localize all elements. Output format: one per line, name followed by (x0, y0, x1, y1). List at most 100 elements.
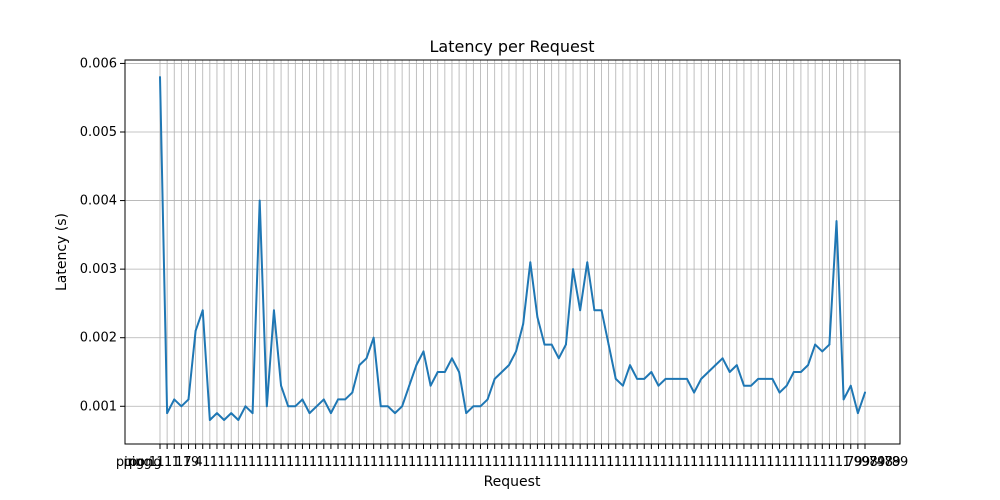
x-tick-label: 1 (599, 455, 607, 470)
x-tick-label: 1 (255, 455, 263, 470)
x-tick-label: 1 (499, 455, 507, 470)
latency-point (493, 377, 496, 380)
x-tick-label: 1 (751, 455, 759, 470)
latency-point (636, 377, 639, 380)
latency-point (522, 323, 525, 325)
latency-point (664, 377, 667, 380)
x-tick-label: 48 (876, 455, 893, 470)
latency-point (379, 405, 382, 408)
x-tick-label: 1 (202, 455, 210, 470)
y-axis-label: Latency (s) (54, 213, 70, 291)
latency-point (671, 377, 674, 380)
x-tick-label: ping (116, 455, 144, 470)
x-tick-label: 1 (469, 455, 477, 470)
x-tick-label: 1 (164, 455, 172, 470)
latency-point (159, 76, 161, 79)
latency-point (856, 412, 859, 415)
x-tick-label: 4 (194, 455, 202, 470)
x-tick-label: 1 (210, 455, 218, 470)
x-tick-label: 1 (606, 455, 614, 470)
latency-point (657, 384, 660, 387)
x-tick-label: 1 (545, 455, 553, 470)
latency-point (607, 343, 610, 346)
latency-point (180, 405, 183, 408)
latency-point (593, 309, 596, 312)
latency-point (394, 412, 396, 415)
x-tick-label: 1 (797, 455, 805, 470)
x-tick-label: 1 (492, 455, 500, 470)
x-tick-label: 1 (431, 455, 439, 470)
x-tick-label: 1 (728, 455, 736, 470)
x-tick-label: 1 (553, 455, 561, 470)
latency-point (800, 371, 802, 373)
y-tick-label: 0.001 (80, 399, 117, 414)
x-tick-label: 1 (316, 455, 324, 470)
x-tick-label: 1 (446, 455, 454, 470)
latency-point (443, 371, 446, 373)
x-tick-label: 1 (332, 455, 340, 470)
x-tick-label: 1 (309, 455, 317, 470)
latency-point (486, 398, 489, 401)
latency-point (223, 419, 225, 421)
x-tick-label: 1 (370, 455, 378, 470)
x-tick-label: 1 (675, 455, 683, 470)
x-tick-label: 1 (400, 455, 408, 470)
x-tick-label: 1 (736, 455, 744, 470)
latency-point (643, 377, 646, 380)
x-tick-label: 1 (156, 455, 164, 470)
latency-point (479, 405, 482, 408)
latency-point (821, 350, 824, 353)
x-tick-label: 1 (538, 455, 546, 470)
latency-point (757, 377, 760, 380)
x-tick-label: 17 (175, 455, 192, 470)
x-tick-label: 1 (301, 455, 309, 470)
plot-frame (124, 59, 901, 445)
latency-point (750, 384, 752, 387)
x-tick-label: 1 (408, 455, 416, 470)
latency-point (600, 309, 603, 312)
x-tick-label: 1 (377, 455, 385, 470)
x-tick-label: 1 (263, 455, 271, 470)
x-tick-label: 1 (560, 455, 568, 470)
latency-point (572, 268, 574, 271)
latency-point (586, 261, 589, 264)
latency-point (472, 405, 475, 408)
x-tick-label: 1 (240, 455, 248, 470)
latency-point (301, 398, 304, 401)
x-tick-label: 1 (568, 455, 576, 470)
latency-point (536, 316, 539, 319)
latency-point (771, 377, 774, 380)
x-tick-label: 1 (347, 455, 355, 470)
x-tick-label: 99 (854, 455, 871, 470)
latency-point (273, 309, 275, 312)
latency-point (372, 336, 375, 339)
x-tick-label: 1 (217, 455, 225, 470)
x-tick-label: 1 (690, 455, 698, 470)
latency-point (678, 377, 681, 380)
x-tick-label: 1 (507, 455, 515, 470)
grid-layer (125, 60, 900, 444)
latency-point (700, 377, 703, 380)
x-tick-label: 1 (438, 455, 446, 470)
x-tick-label: 1 (766, 455, 774, 470)
x-tick-label: 1 (804, 455, 812, 470)
x-tick-label: 1 (271, 455, 279, 470)
latency-point (358, 364, 361, 367)
latency-point (401, 405, 404, 408)
x-tick-label: 1 (515, 455, 523, 470)
latency-point (721, 357, 724, 360)
latency-point (621, 384, 624, 387)
x-tick-label: 1 (682, 455, 690, 470)
latency-point (429, 384, 432, 387)
latency-point (201, 309, 204, 312)
x-tick-label: 1 (385, 455, 393, 470)
latency-line (159, 76, 866, 421)
x-tick-label: 1 (149, 455, 157, 470)
latency-point (208, 419, 211, 421)
latency-point (408, 384, 411, 387)
latency-point (714, 364, 717, 367)
latency-point (529, 261, 532, 264)
latency-point (764, 377, 767, 380)
x-tick-label: 1 (591, 455, 599, 470)
